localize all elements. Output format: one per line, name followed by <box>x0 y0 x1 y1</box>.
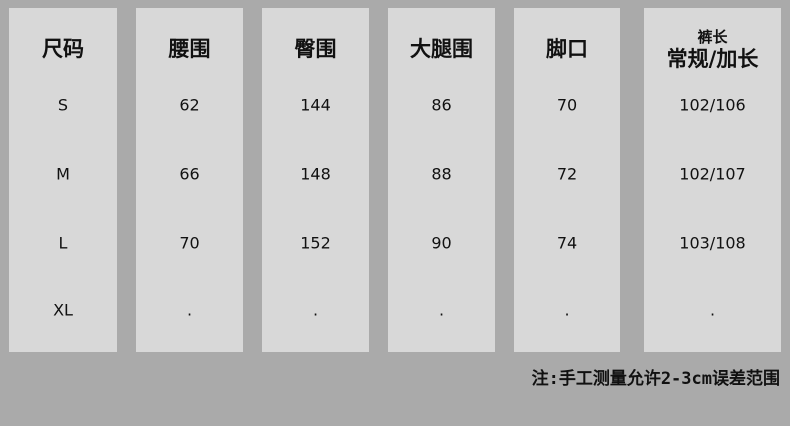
table-cell: . <box>564 300 570 320</box>
column-hip: 臀围 144 148 152. <box>262 8 369 352</box>
table-cell: 74 <box>556 233 578 253</box>
table-cell: M <box>56 164 70 184</box>
table-cell: 152 <box>300 233 331 253</box>
column-waist: 腰围 62 66 70. <box>136 8 243 352</box>
column-hem: 脚口 70 72 74. <box>514 8 620 352</box>
column-header: 腰围 <box>168 37 211 61</box>
header-title: 常规/加长 <box>666 47 759 71</box>
table-cell: 72 <box>556 164 578 184</box>
table-cell: . <box>186 300 193 320</box>
table-cell: 86 <box>431 95 452 115</box>
column-length: 裤长 常规/加长 102/106 102/107 103/108. <box>644 8 781 352</box>
table-cell: 102/107 <box>679 164 746 184</box>
measurement-note: 注:手工测量允许2-3cm误差范围 <box>531 369 780 389</box>
table-cell: XL <box>53 300 73 320</box>
column-size: 尺码 S M L XL <box>9 8 117 352</box>
column-thigh: 大腿围 86 88 90. <box>388 8 495 352</box>
column-header: 尺码 <box>42 37 84 61</box>
table-cell: . <box>312 300 319 320</box>
column-header: 大腿围 <box>410 37 473 61</box>
table-cell: . <box>709 300 716 320</box>
table-cell: 103/108 <box>679 233 746 253</box>
table-cell: 62 <box>179 95 200 115</box>
table-cell: L <box>58 233 68 253</box>
table-cell: 70 <box>556 95 578 115</box>
table-cell: 144 <box>300 95 331 115</box>
table-cell: 102/106 <box>679 95 746 115</box>
table-cell: 66 <box>179 164 200 184</box>
table-cell: 90 <box>431 233 452 253</box>
column-header: 裤长 常规/加长 <box>644 28 781 72</box>
header-subtitle: 裤长 <box>697 28 728 46</box>
column-header: 脚口 <box>546 37 588 61</box>
table-cell: 70 <box>179 233 200 253</box>
table-cell: 88 <box>431 164 452 184</box>
table-cell: . <box>438 300 445 320</box>
table-cell: 148 <box>300 164 331 184</box>
table-cell: S <box>57 95 69 115</box>
column-header: 臀围 <box>294 37 337 61</box>
